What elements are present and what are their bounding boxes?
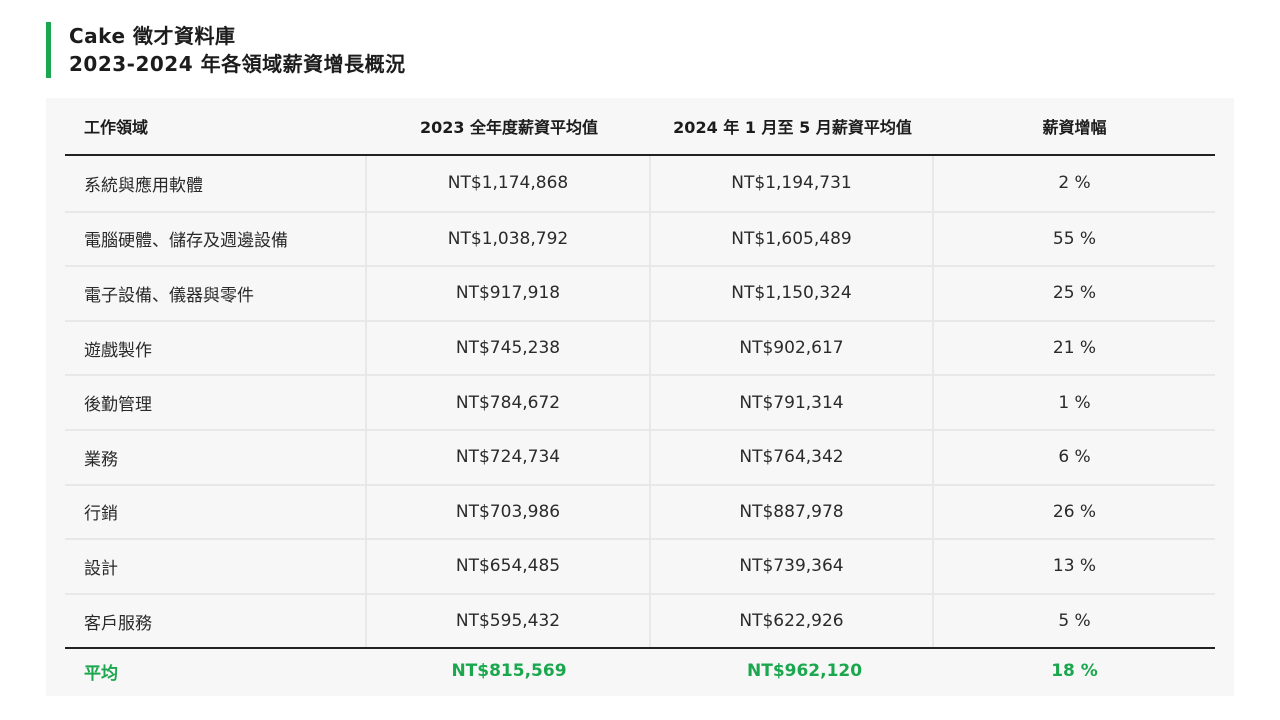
header-growth: 薪資增幅 [1042,118,1107,137]
salary-2023-cell: NT$703,986 [367,485,651,539]
salary-2023-cell: NT$654,485 [367,540,651,593]
page-title-line2: 2023-2024 年各領域薪資增長概況 [69,52,406,76]
header-field: 工作領域 [84,118,149,137]
salary-table: 工作領域 2023 全年度薪資平均值 2024 年 1 月至 5 月薪資平均值 … [65,98,1215,693]
average-label: 平均 [84,663,118,684]
table-row: 設計 NT$654,485 NT$739,364 13 % [65,538,1215,593]
growth-cell: 5 % [1058,611,1091,632]
field-cell: 行銷 [65,485,367,539]
salary-2024-cell: NT$902,617 [651,321,934,375]
growth-cell: 6 % [1058,447,1091,468]
salary-2024-cell: NT$1,194,731 [651,156,934,211]
average-salary-2024: NT$962,120 [747,661,863,682]
field-cell: 後勤管理 [65,376,367,429]
table-row: 電腦硬體、儲存及週邊設備 NT$1,038,792 NT$1,605,489 5… [65,210,1215,266]
field-cell: 客戶服務 [65,594,367,648]
average-salary-2023: NT$815,569 [451,661,567,682]
salary-2024-cell: NT$1,150,324 [651,267,934,320]
field-cell: 業務 [65,430,367,484]
table-row: 遊戲製作 NT$745,238 NT$902,617 21 % [65,319,1215,375]
growth-cell: 2 % [1058,173,1091,194]
salary-2023-cell: NT$1,038,792 [367,212,651,266]
table-row: 後勤管理 NT$784,672 NT$791,314 1 % [65,374,1215,429]
salary-2024-cell: NT$887,978 [651,485,934,539]
growth-cell: 1 % [1058,392,1091,413]
salary-2024-cell: NT$791,314 [651,376,934,429]
field-cell: 設計 [65,540,367,593]
salary-2024-cell: NT$739,364 [651,540,934,593]
header-salary-2024: 2024 年 1 月至 5 月薪資平均值 [673,118,912,137]
salary-2023-cell: NT$745,238 [367,321,651,375]
average-row: 平均 NT$815,569 NT$962,120 18 % [65,649,1215,693]
growth-cell: 26 % [1052,501,1097,522]
salary-table-panel: 工作領域 2023 全年度薪資平均值 2024 年 1 月至 5 月薪資平均值 … [46,98,1234,696]
table-header-row: 工作領域 2023 全年度薪資平均值 2024 年 1 月至 5 月薪資平均值 … [65,98,1215,156]
salary-2023-cell: NT$917,918 [367,267,651,320]
title-block: Cake 徵才資料庫 2023-2024 年各領域薪資增長概況 [46,22,406,78]
field-cell: 電子設備、儀器與零件 [65,267,367,320]
field-cell: 系統與應用軟體 [65,156,367,211]
average-growth: 18 % [1051,661,1098,682]
table-row: 客戶服務 NT$595,432 NT$622,926 5 % [65,592,1215,648]
salary-2023-cell: NT$1,174,868 [367,156,651,211]
page-title-line1: Cake 徵才資料庫 [69,24,236,48]
salary-2023-cell: NT$595,432 [367,594,651,648]
table-row: 業務 NT$724,734 NT$764,342 6 % [65,428,1215,484]
salary-2024-cell: NT$622,926 [651,594,934,648]
table-row: 系統與應用軟體 NT$1,174,868 NT$1,194,731 2 % [65,156,1215,211]
growth-cell: 55 % [1052,228,1097,249]
salary-2023-cell: NT$784,672 [367,376,651,429]
field-cell: 電腦硬體、儲存及週邊設備 [65,212,367,266]
growth-cell: 25 % [1052,283,1097,304]
field-cell: 遊戲製作 [65,321,367,375]
table-body: 系統與應用軟體 NT$1,174,868 NT$1,194,731 2 % 電腦… [65,156,1215,650]
salary-2024-cell: NT$764,342 [651,430,934,484]
table-row: 行銷 NT$703,986 NT$887,978 26 % [65,483,1215,539]
salary-2024-cell: NT$1,605,489 [651,212,934,266]
header-salary-2023: 2023 全年度薪資平均值 [419,118,599,137]
table-row: 電子設備、儀器與零件 NT$917,918 NT$1,150,324 25 % [65,265,1215,320]
growth-cell: 21 % [1052,338,1097,359]
growth-cell: 13 % [1052,556,1097,577]
salary-2023-cell: NT$724,734 [367,430,651,484]
